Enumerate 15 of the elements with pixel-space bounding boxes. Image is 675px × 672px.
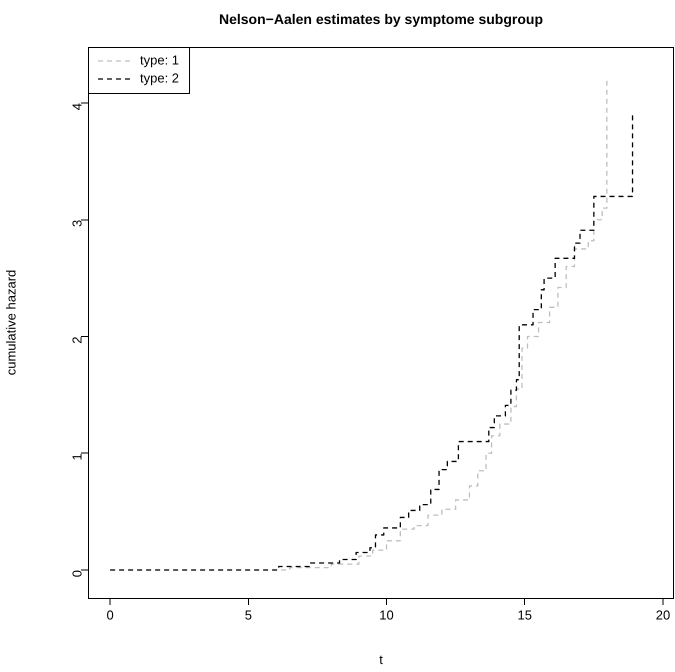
chart-title: Nelson−Aalen estimates by symptome subgroup xyxy=(218,10,544,27)
x-axis-title: t xyxy=(379,652,384,667)
x-tick-label: 0 xyxy=(106,607,114,622)
legend-label: type: 2 xyxy=(140,70,180,86)
x-tick-label: 10 xyxy=(379,607,394,622)
x-tick-label: 15 xyxy=(518,607,532,622)
legend-label: type: 1 xyxy=(140,52,180,68)
x-tick-label: 5 xyxy=(244,607,252,622)
y-tick-label: 3 xyxy=(70,220,85,228)
y-tick-label: 2 xyxy=(70,336,85,344)
y-axis-title: cumulative hazard xyxy=(3,270,18,376)
y-tick-label: 1 xyxy=(70,453,85,460)
y-tick-label: 0 xyxy=(70,570,85,578)
x-tick-label: 20 xyxy=(656,607,670,622)
y-tick-label: 4 xyxy=(70,103,85,110)
